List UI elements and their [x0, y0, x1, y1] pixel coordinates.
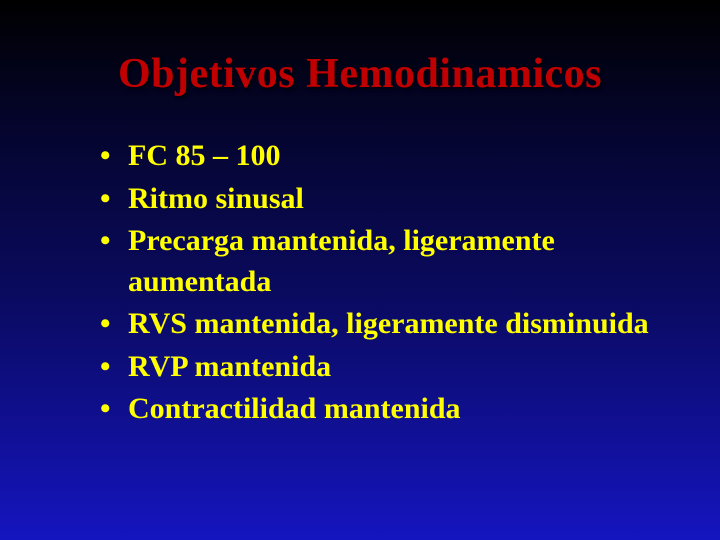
- list-item: RVP mantenida: [100, 347, 660, 388]
- slide-container: Objetivos Hemodinamicos FC 85 – 100 Ritm…: [0, 0, 720, 540]
- slide-title: Objetivos Hemodinamicos: [60, 50, 660, 98]
- bullet-list: FC 85 – 100 Ritmo sinusal Precarga mante…: [60, 136, 660, 430]
- list-item: FC 85 – 100: [100, 136, 660, 177]
- list-item: RVS mantenida, ligeramente disminuida: [100, 304, 660, 345]
- list-item: Ritmo sinusal: [100, 179, 660, 220]
- list-item: Contractilidad mantenida: [100, 389, 660, 430]
- list-item: Precarga mantenida, ligeramente aumentad…: [100, 221, 660, 302]
